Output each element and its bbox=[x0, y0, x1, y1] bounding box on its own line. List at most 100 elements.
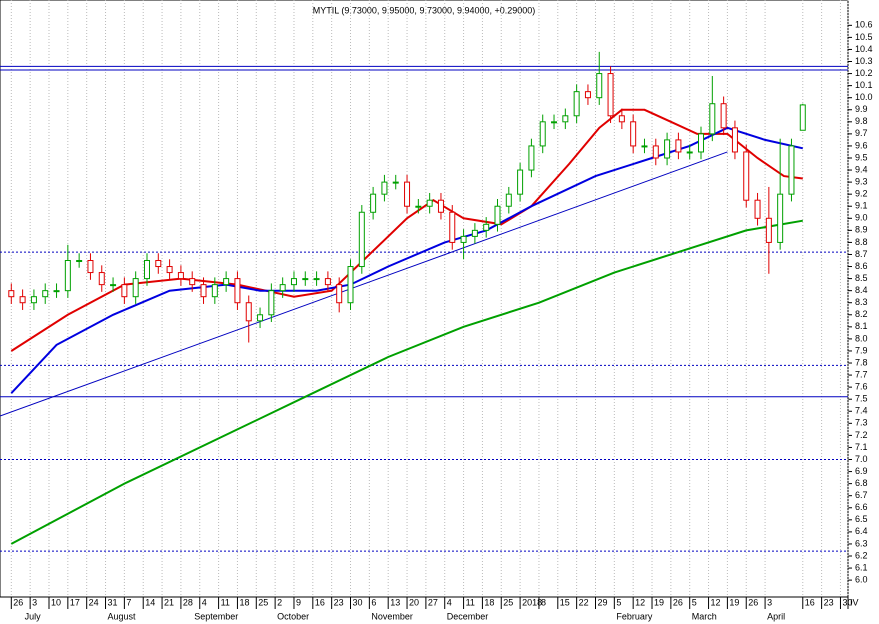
candle-body bbox=[166, 266, 173, 274]
y-tick-label: 10.0 bbox=[855, 92, 873, 102]
candle-body bbox=[777, 193, 784, 243]
candle-body bbox=[731, 127, 738, 153]
candle-body bbox=[754, 199, 761, 219]
y-tick-label: 8.6 bbox=[855, 261, 868, 271]
moving-average-line bbox=[10, 219, 803, 545]
x-tick-label: 16 bbox=[315, 597, 325, 607]
x-tick-label: 7 bbox=[126, 597, 131, 607]
candle-body bbox=[42, 290, 49, 298]
y-tick-label: 7.3 bbox=[855, 418, 868, 428]
x-tick-label: IV bbox=[850, 597, 859, 607]
candle-body bbox=[98, 272, 105, 286]
candle-body bbox=[788, 145, 795, 195]
y-tick-label: 6.2 bbox=[855, 550, 868, 560]
y-tick-label: 9.0 bbox=[855, 213, 868, 223]
candle-body bbox=[87, 260, 94, 274]
candle-body bbox=[64, 260, 71, 292]
month-label: December bbox=[447, 611, 489, 621]
candle-body bbox=[370, 193, 377, 213]
candle-body bbox=[709, 103, 716, 135]
candle-body bbox=[698, 133, 705, 153]
x-tick-label: 23 bbox=[334, 597, 344, 607]
candle-body bbox=[8, 290, 15, 298]
y-tick-label: 7.0 bbox=[855, 454, 868, 464]
x-tick-label: 14 bbox=[145, 597, 155, 607]
candle-body bbox=[121, 284, 128, 298]
y-tick-label: 8.4 bbox=[855, 285, 868, 295]
candle-body bbox=[211, 284, 218, 298]
y-tick-label: 8.9 bbox=[855, 225, 868, 235]
y-tick-label: 8.5 bbox=[855, 273, 868, 283]
x-tick-label: 16 bbox=[805, 597, 815, 607]
x-tick-label: 31 bbox=[108, 597, 118, 607]
candle-body bbox=[268, 290, 275, 316]
y-tick-label: 9.1 bbox=[855, 201, 868, 211]
y-tick-label: 6.8 bbox=[855, 478, 868, 488]
x-tick-label: 12 bbox=[711, 597, 721, 607]
y-tick-label: 7.4 bbox=[855, 406, 868, 416]
candle-body bbox=[392, 181, 399, 184]
candle-body bbox=[584, 91, 591, 99]
candle-body bbox=[765, 217, 772, 243]
y-tick-label: 7.2 bbox=[855, 430, 868, 440]
x-tick-label: 25 bbox=[258, 597, 268, 607]
candle-body bbox=[76, 260, 83, 263]
candle-body bbox=[460, 235, 467, 243]
y-tick-label: 7.1 bbox=[855, 442, 868, 452]
trend-line bbox=[0, 151, 728, 417]
y-tick-label: 10.4 bbox=[855, 44, 873, 54]
y-tick-label: 6.9 bbox=[855, 466, 868, 476]
y-tick-label: 8.2 bbox=[855, 309, 868, 319]
x-tick-label: 5 bbox=[692, 597, 697, 607]
candle-body bbox=[562, 115, 569, 123]
candle-body bbox=[675, 139, 682, 153]
candle-body bbox=[573, 91, 580, 117]
candle-body bbox=[110, 284, 117, 287]
month-label: April bbox=[767, 611, 785, 621]
y-tick-label: 10.5 bbox=[855, 32, 873, 42]
y-tick-label: 6.3 bbox=[855, 538, 868, 548]
x-tick-label: 20 bbox=[409, 597, 419, 607]
y-tick-label: 10.3 bbox=[855, 56, 873, 66]
x-tick-label: 24 bbox=[89, 597, 99, 607]
x-tick-label: 6 bbox=[371, 597, 376, 607]
plot-frame bbox=[0, 0, 849, 598]
x-tick-label: 18 bbox=[239, 597, 249, 607]
x-tick-label: 12 bbox=[635, 597, 645, 607]
candle-body bbox=[30, 296, 37, 304]
x-tick-label: 11 bbox=[221, 597, 230, 607]
month-label: September bbox=[194, 611, 238, 621]
candle-body bbox=[618, 115, 625, 123]
x-tick-label: 19 bbox=[729, 597, 739, 607]
candle-body bbox=[177, 272, 184, 280]
y-tick-label: 7.6 bbox=[855, 382, 868, 392]
candle-body bbox=[437, 199, 444, 213]
x-tick-label: 29 bbox=[597, 597, 607, 607]
candle-body bbox=[143, 260, 150, 280]
x-tick-label: 5 bbox=[616, 597, 621, 607]
candle-body bbox=[449, 211, 456, 243]
candle-body bbox=[415, 205, 422, 208]
candle-body bbox=[494, 205, 501, 225]
candle-body bbox=[426, 199, 433, 207]
candle-body bbox=[324, 278, 331, 286]
candle-body bbox=[517, 169, 524, 195]
candle-body bbox=[664, 139, 671, 159]
x-tick-label: 21 bbox=[164, 597, 174, 607]
candle-body bbox=[234, 278, 241, 304]
candle-body bbox=[257, 314, 264, 322]
x-tick-label: 30 bbox=[842, 597, 852, 607]
x-tick-label: 10 bbox=[51, 597, 61, 607]
x-tick-label: 4 bbox=[447, 597, 452, 607]
x-tick-label: 26 bbox=[13, 597, 23, 607]
x-tick-label: 2018 bbox=[522, 597, 542, 607]
x-tick-label: 23 bbox=[824, 597, 834, 607]
x-tick-label: 13 bbox=[390, 597, 400, 607]
y-tick-label: 6.1 bbox=[855, 562, 868, 572]
candle-body bbox=[336, 284, 343, 304]
y-tick-label: 9.3 bbox=[855, 176, 868, 186]
y-tick-label: 6.6 bbox=[855, 502, 868, 512]
y-tick-label: 8.7 bbox=[855, 249, 868, 259]
candle-body bbox=[799, 104, 806, 131]
y-tick-label: 6.7 bbox=[855, 490, 868, 500]
